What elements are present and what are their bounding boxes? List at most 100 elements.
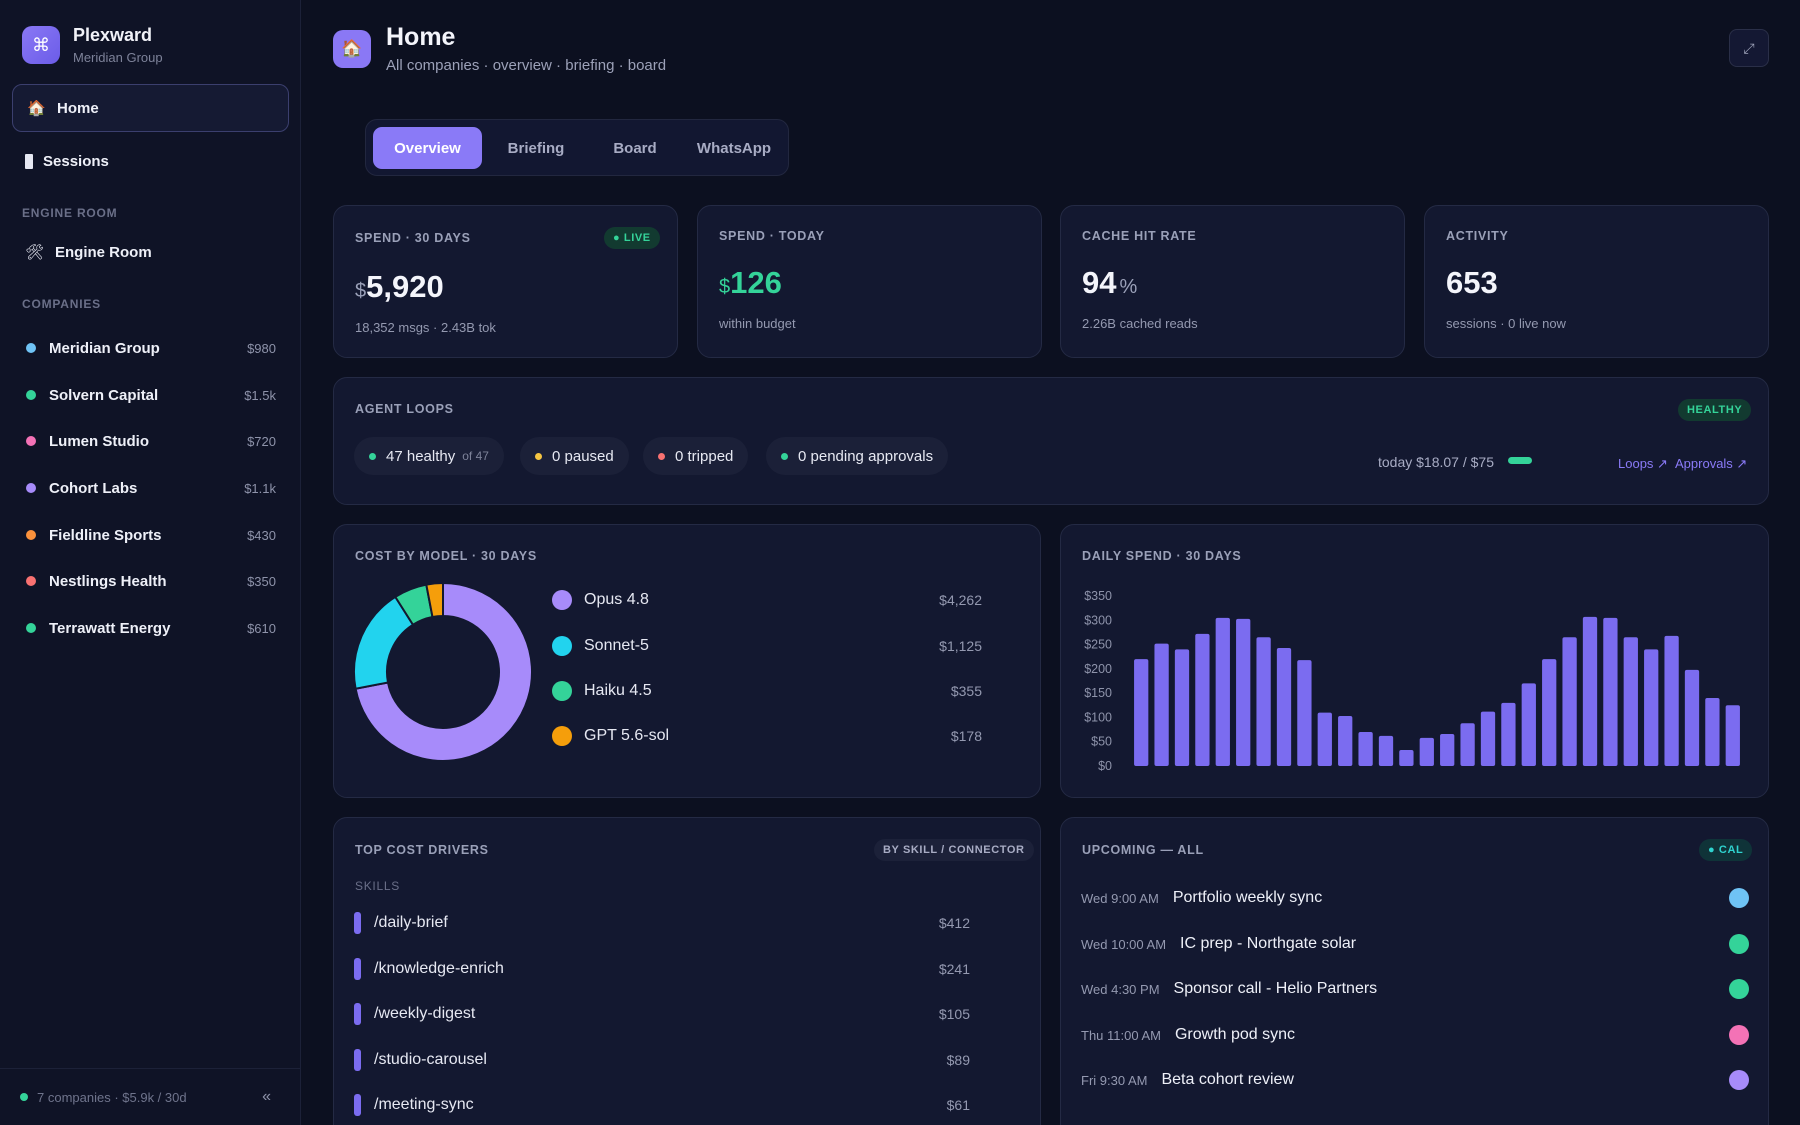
spend-bar bbox=[1134, 659, 1149, 766]
event-name: Sponsor call - Helio Partners bbox=[1173, 980, 1378, 997]
driver-bar bbox=[354, 1049, 361, 1071]
expand-button[interactable]: ⤢ bbox=[1729, 29, 1769, 67]
loops-paused-pill[interactable]: 0 paused bbox=[520, 437, 629, 475]
driver-bar bbox=[354, 1003, 361, 1025]
sidebar-item-sessions[interactable]: Sessions bbox=[12, 139, 289, 183]
sidebar-company[interactable]: Solvern Capital $1.5k bbox=[26, 380, 276, 410]
legend-item[interactable]: Haiku 4.5 $355 bbox=[552, 677, 982, 705]
upcoming-event[interactable]: Wed 9:00 AM Portfolio weekly sync bbox=[1081, 883, 1749, 913]
company-spend: $610 bbox=[247, 620, 276, 636]
healthy-badge: HEALTHY bbox=[1678, 399, 1752, 421]
company-spend: $350 bbox=[247, 573, 276, 589]
spend-bar bbox=[1603, 617, 1618, 766]
driver-name: /weekly-digest bbox=[374, 1005, 476, 1022]
event-name: Growth pod sync bbox=[1174, 1026, 1296, 1043]
stat-card-activity[interactable]: ACTIVITY 653 sessions · 0 live now bbox=[1424, 205, 1769, 358]
upcoming-event[interactable]: Wed 4:30 PM Sponsor call - Helio Partner… bbox=[1081, 974, 1749, 1004]
legend-item[interactable]: GPT 5.6-sol $178 bbox=[552, 722, 982, 750]
spend-bar bbox=[1297, 660, 1312, 766]
brand-subtitle: Meridian Group bbox=[73, 50, 163, 65]
brand[interactable]: ⌘ Plexward Meridian Group bbox=[22, 25, 163, 65]
agent-loops-card: AGENT LOOPS HEALTHY 47 healthy of 47 0 p… bbox=[333, 377, 1769, 505]
driver-name: /daily-brief bbox=[374, 914, 448, 931]
upcoming-event[interactable]: Thu 11:00 AM Growth pod sync bbox=[1081, 1020, 1749, 1050]
collapse-sidebar-icon[interactable]: « bbox=[262, 1088, 271, 1105]
stat-number: 653 bbox=[1446, 265, 1498, 300]
y-tick-label: $200 bbox=[1084, 662, 1112, 676]
event-time: Wed 10:00 AM bbox=[1081, 936, 1167, 952]
event-name: Portfolio weekly sync bbox=[1172, 889, 1323, 906]
tab-overview[interactable]: Overview bbox=[373, 127, 482, 169]
sidebar-item-engine-room[interactable]: 🛠 Engine Room bbox=[12, 230, 289, 274]
company-name: Lumen Studio bbox=[49, 432, 149, 450]
loops-link[interactable]: Loops ↗ bbox=[1618, 456, 1668, 471]
stat-value: $126 bbox=[719, 265, 782, 301]
upcoming-event[interactable]: Fri 9:30 AM Beta cohort review bbox=[1081, 1065, 1749, 1095]
loops-tripped-pill[interactable]: 0 tripped bbox=[643, 437, 749, 475]
card-label: ACTIVITY bbox=[1446, 229, 1509, 243]
driver-cost: $89 bbox=[946, 1052, 970, 1068]
approvals-link[interactable]: Approvals ↗ bbox=[1675, 456, 1748, 471]
sidebar-company[interactable]: Nestlings Health $350 bbox=[26, 566, 276, 596]
card-label: SPEND · TODAY bbox=[719, 229, 825, 243]
driver-row[interactable]: /knowledge-enrich $241 bbox=[354, 956, 970, 982]
driver-cost: $412 bbox=[938, 915, 970, 931]
spend-bar bbox=[1725, 705, 1740, 766]
stat-number: 5,920 bbox=[366, 269, 444, 304]
y-tick-label: $300 bbox=[1084, 613, 1112, 627]
upcoming-event[interactable]: Wed 10:00 AM IC prep - Northgate solar bbox=[1081, 929, 1749, 959]
event-color-dot bbox=[1729, 979, 1749, 999]
driver-row[interactable]: /meeting-sync $61 bbox=[354, 1092, 970, 1118]
spend-bar bbox=[1317, 712, 1332, 766]
pill-label: 0 paused bbox=[552, 447, 614, 465]
sidebar-company[interactable]: Cohort Labs $1.1k bbox=[26, 473, 276, 503]
driver-cost: $61 bbox=[946, 1097, 970, 1113]
legend-item[interactable]: Sonnet-5 $1,125 bbox=[552, 632, 982, 660]
stat-card-cache-hit-rate[interactable]: CACHE HIT RATE 94% 2.26B cached reads bbox=[1060, 205, 1405, 358]
legend-swatch bbox=[552, 681, 572, 701]
sidebar-item-label: Engine Room bbox=[55, 243, 152, 261]
sidebar-item-home[interactable]: 🏠 Home bbox=[12, 84, 289, 132]
card-label: DAILY SPEND · 30 DAYS bbox=[1082, 549, 1242, 563]
stat-value: $5,920 bbox=[355, 269, 444, 305]
sidebar-company[interactable]: Meridian Group $980 bbox=[26, 333, 276, 363]
status-dot bbox=[369, 452, 376, 460]
donut-slice bbox=[354, 582, 533, 762]
legend-swatch bbox=[552, 636, 572, 656]
spend-bar bbox=[1358, 732, 1373, 766]
tab-briefing[interactable]: Briefing bbox=[507, 139, 565, 157]
legend-item[interactable]: Opus 4.8 $4,262 bbox=[552, 586, 982, 614]
daily-spend-bar-chart: $0 $50 $100 $150 $200 $250 $300 $350 bbox=[1084, 589, 1740, 773]
by-skill-badge: BY SKILL / CONNECTOR bbox=[874, 839, 1034, 861]
spend-bar bbox=[1440, 733, 1455, 766]
event-color-dot bbox=[1729, 1070, 1749, 1090]
sidebar-item-label: Sessions bbox=[43, 152, 109, 170]
stat-card-spend-30-days[interactable]: SPEND · 30 DAYS ● LIVE $5,920 18,352 msg… bbox=[333, 205, 678, 358]
company-spend: $1.5k bbox=[244, 387, 276, 403]
loops-pending-pill[interactable]: 0 pending approvals bbox=[766, 437, 949, 475]
driver-bar bbox=[354, 912, 361, 934]
sidebar-company[interactable]: Lumen Studio $720 bbox=[26, 426, 276, 456]
stat-unit: % bbox=[1119, 276, 1138, 298]
tab-whatsapp[interactable]: WhatsApp bbox=[696, 139, 772, 157]
house-icon: 🏠 bbox=[27, 100, 46, 117]
sidebar-company[interactable]: Fieldline Sports $430 bbox=[26, 520, 276, 550]
spend-bar bbox=[1236, 618, 1251, 766]
today-budget-text: today $18.07 / $75 bbox=[1378, 454, 1494, 470]
sidebar-company[interactable]: Terrawatt Energy $610 bbox=[26, 613, 276, 643]
stat-subtext: 2.26B cached reads bbox=[1082, 316, 1198, 331]
stat-card-spend-today[interactable]: SPEND · TODAY $126 within budget bbox=[697, 205, 1042, 358]
driver-row[interactable]: /studio-carousel $89 bbox=[354, 1047, 970, 1073]
currency-symbol: $ bbox=[355, 280, 367, 302]
stat-number: 94 bbox=[1082, 265, 1117, 300]
driver-row[interactable]: /daily-brief $412 bbox=[354, 910, 970, 936]
loops-healthy-pill[interactable]: 47 healthy of 47 bbox=[354, 437, 504, 475]
driver-name: /knowledge-enrich bbox=[374, 960, 504, 977]
driver-row[interactable]: /weekly-digest $105 bbox=[354, 1001, 970, 1027]
event-color-dot bbox=[1729, 1025, 1749, 1045]
pill-total: of 47 bbox=[462, 449, 489, 463]
status-dot bbox=[535, 452, 542, 460]
company-color-dot bbox=[26, 483, 36, 493]
spend-bar bbox=[1542, 659, 1557, 766]
tab-board[interactable]: Board bbox=[613, 139, 657, 157]
